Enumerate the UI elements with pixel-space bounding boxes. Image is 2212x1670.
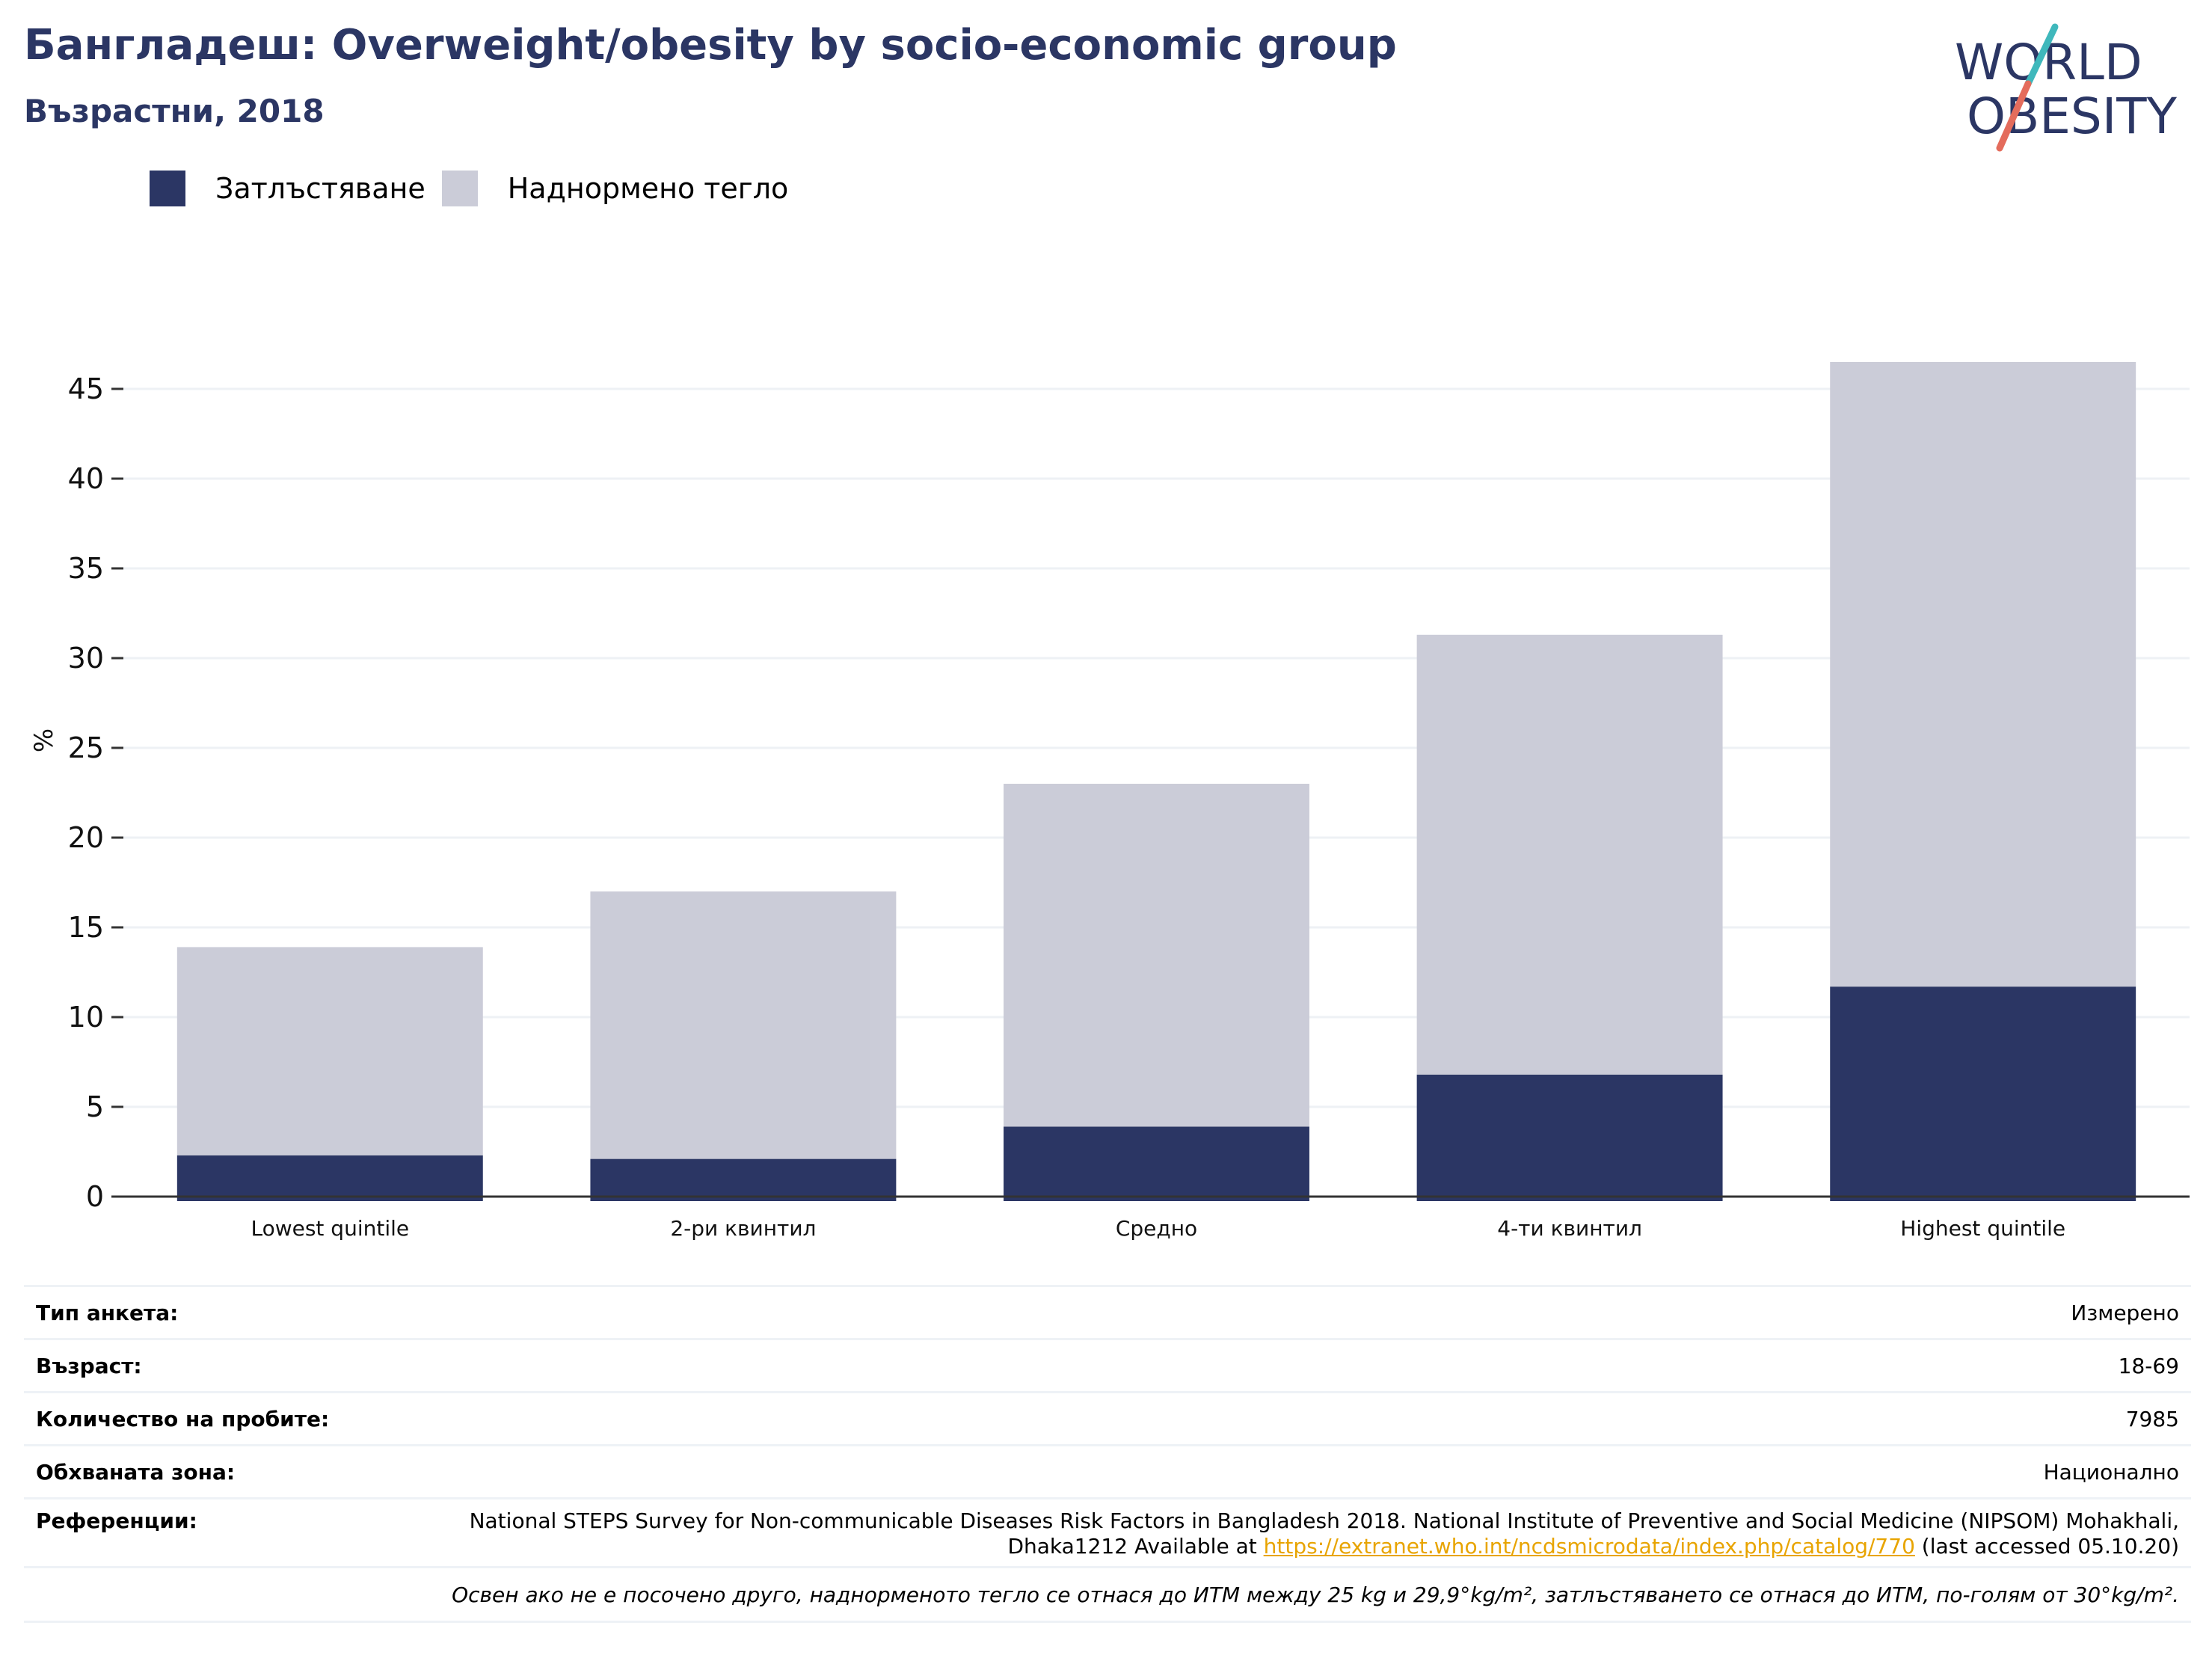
bar-obesity: [1004, 1126, 1309, 1201]
bar-chart: 0 5 10 15 20 25 30 35 40 45% Lowest quintile 2-ри к…: [29, 362, 2190, 1241]
survey-type-value: Измерено: [2071, 1300, 2179, 1325]
definition-note: Освен ако не е посочено друго, наднормен…: [452, 1582, 2179, 1607]
info-row-age: Възраст: 18-69: [24, 1340, 2191, 1393]
info-row-sample-size: Количество на пробите: 7985: [24, 1393, 2191, 1446]
y-tick-label: 35: [68, 552, 104, 585]
bar-overweight: [1004, 784, 1309, 1127]
info-row-references: Референции: National STEPS Survey for No…: [24, 1499, 2191, 1568]
legend-swatch-overweight: [441, 171, 478, 206]
y-tick-label: 20: [68, 821, 104, 854]
bar-obesity: [1416, 1074, 1723, 1201]
x-tick-label: Lowest quintile: [251, 1216, 409, 1241]
legend-label-overweight: Наднормено тегло: [507, 172, 789, 205]
y-axis-label: %: [29, 728, 59, 752]
sample-size-label: Количество на пробите:: [36, 1406, 330, 1431]
legend-swatch-obesity: [150, 171, 185, 206]
area-value: Национално: [2043, 1459, 2179, 1485]
bar-obesity: [176, 1155, 483, 1201]
y-tick-label: 0: [86, 1180, 104, 1213]
bar-overweight: [1830, 362, 2136, 987]
logo-text-obesity: OBESITY: [1967, 88, 2178, 145]
legend: Затлъстяване Наднормено тегло: [150, 171, 805, 206]
logo-slash-red: [1996, 80, 2032, 152]
survey-type-label: Тип анкета:: [36, 1300, 179, 1325]
chart-title: Бангладеш: Overweight/obesity by socio-e…: [24, 21, 1397, 70]
bar-overweight: [590, 891, 897, 1159]
sample-size-value: 7985: [2125, 1406, 2179, 1431]
bar-overweight: [176, 947, 483, 1155]
references-label: Референции:: [36, 1508, 197, 1533]
age-value: 18-69: [2118, 1353, 2179, 1378]
bar-obesity: [1830, 986, 2136, 1201]
x-tick-label: 2-ри квинтил: [670, 1216, 816, 1241]
bar-obesity: [590, 1158, 897, 1201]
legend-label-obesity: Затлъстяване: [215, 172, 425, 205]
world-obesity-logo: WORLD OBESITY: [1955, 23, 2178, 152]
x-tick-label: Highest quintile: [1900, 1216, 2065, 1241]
info-row-area: Обхваната зона: Национално: [24, 1446, 2191, 1499]
info-table: Тип анкета: Измерено Възраст: 18-69 Коли…: [24, 1285, 2191, 1623]
info-row-survey-type: Тип анкета: Измерено: [24, 1287, 2191, 1340]
logo-slash-teal: [2024, 23, 2059, 88]
y-tick-label: 15: [68, 911, 104, 944]
chart-subtitle: Възрастни, 2018: [24, 93, 325, 129]
age-label: Възраст:: [36, 1353, 142, 1378]
references-accessed: (last accessed 05.10.20): [1921, 1534, 2179, 1559]
y-tick-label: 25: [68, 731, 104, 764]
y-tick-label: 30: [68, 642, 104, 675]
y-tick-label: 40: [68, 462, 104, 495]
bar-overweight: [1416, 634, 1723, 1075]
x-tick-label: Средно: [1116, 1216, 1197, 1241]
references-text: National STEPS Survey for Non-communicab…: [469, 1508, 2179, 1559]
y-tick-label: 45: [68, 372, 104, 405]
y-tick-label: 10: [68, 1001, 104, 1034]
area-label: Обхваната зона:: [36, 1459, 236, 1485]
info-row-note: Освен ако не е посочено друго, наднормен…: [24, 1568, 2191, 1623]
references-link[interactable]: https://extranet.who.int/ncdsmicrodata/i…: [1263, 1534, 1915, 1559]
y-tick-label: 5: [86, 1090, 104, 1123]
references-value: National STEPS Survey for Non-communicab…: [384, 1508, 2179, 1559]
x-tick-label: 4-ти квинтил: [1497, 1216, 1642, 1241]
